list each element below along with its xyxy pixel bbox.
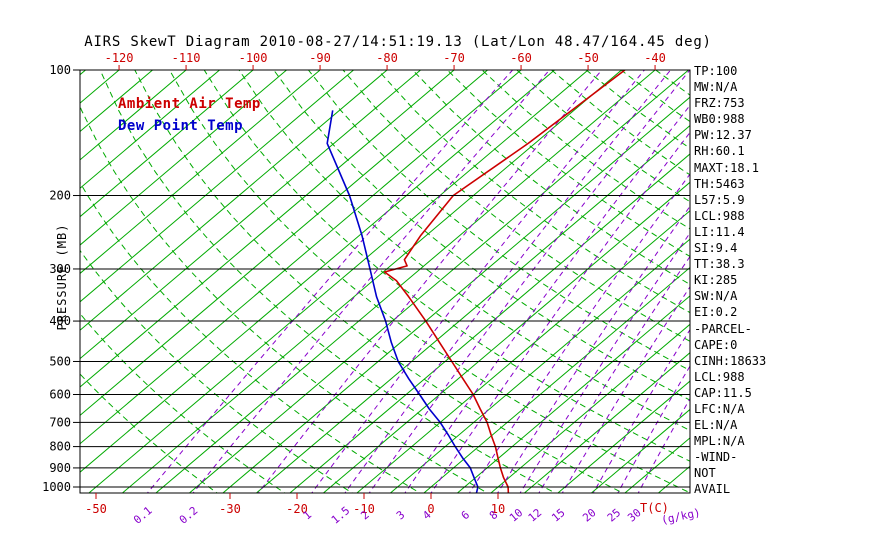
bottom-temp-tick-label: -20	[286, 502, 308, 516]
pressure-tick-label: 1000	[42, 480, 71, 494]
stats-line: MPL:N/A	[694, 434, 745, 449]
stats-line: CAP:11.5	[694, 385, 752, 400]
mixing-ratio-lines	[146, 70, 690, 493]
stats-line: LCL:988	[694, 208, 745, 223]
stats-line: -PARCEL-	[694, 321, 752, 336]
mixing-ratio-tick-label: 0.1	[131, 504, 155, 527]
top-temp-tick-label: -120	[105, 51, 134, 65]
stats-line: NOT	[694, 466, 716, 481]
stats-line: TT:38.3	[694, 257, 745, 272]
stats-line: -WIND-	[694, 450, 738, 465]
dry-adiabat-lines	[80, 70, 690, 493]
pressure-axis: 100 200 300 400 500 600 700 800 900 1000	[42, 63, 80, 494]
mixing-ratio-tick-label: 10	[507, 506, 526, 524]
stats-line: RH:60.1	[694, 144, 745, 159]
top-axis: -120 -110 -100 -90 -80 -70 -60 -50 -40	[105, 51, 666, 70]
pressure-tick-label: 100	[49, 63, 71, 77]
stats-panel: TP:100 MW:N/A FRZ:753 WB0:988 PW:12.37 RH:60.…	[694, 63, 766, 498]
plot-border	[79, 69, 691, 494]
mixing-ratio-tick-label: 12	[526, 506, 545, 524]
mixing-ratio-tick-label: 1.5	[329, 504, 353, 527]
stats-line: LFC:N/A	[694, 401, 745, 416]
stats-line: L57:5.9	[694, 192, 745, 207]
top-temp-tick-label: -40	[644, 51, 666, 65]
pressure-tick-label: 600	[49, 387, 71, 401]
stats-line: MW:N/A	[694, 80, 738, 95]
mixing-ratio-tick-label: 1	[301, 508, 314, 522]
pressure-axis-title: PRESSURE (MB)	[55, 223, 69, 331]
top-temp-tick-label: -50	[577, 51, 599, 65]
pressure-tick-label: 200	[49, 189, 71, 203]
chart-title: AIRS SkewT Diagram 2010-08-27/14:51:19.1…	[84, 34, 712, 50]
stats-line: KI:285	[694, 273, 738, 288]
bottom-temp-tick-label: 10	[491, 502, 505, 516]
mixing-ratio-tick-label: 3	[394, 508, 407, 522]
stats-line: TP:100	[694, 64, 738, 78]
stats-line: LI:11.4	[694, 224, 745, 239]
mixing-ratio-tick-label: 20	[580, 506, 599, 524]
stats-line: AVAIL	[694, 482, 731, 497]
stats-line: EI:0.2	[694, 305, 738, 320]
mixing-ratio-axis-labels: 0.1 0.2 1 1.5 2 3 4 6 8 10 12 15 20 25 30	[131, 504, 644, 527]
stats-line: SW:N/A	[694, 289, 738, 304]
pressure-tick-label: 500	[49, 354, 71, 368]
pressure-tick-label: 700	[49, 415, 71, 429]
bottom-temp-tick-label: -50	[85, 502, 107, 516]
stats-line: EL:N/A	[694, 418, 738, 433]
pressure-tick-label: 300	[49, 262, 71, 276]
top-temp-tick-label: -110	[172, 51, 201, 65]
pressure-tick-label: 400	[49, 314, 71, 328]
bottom-temp-tick-label: -30	[219, 502, 241, 516]
bottom-temp-axis: -50 -30 -20 -10 0 10	[85, 493, 505, 516]
top-temp-tick-label: -60	[510, 51, 532, 65]
mixing-ratio-tick-label: 0.2	[177, 504, 201, 527]
temperature-axis-title: T(C)	[640, 501, 669, 515]
pressure-tick-label: 800	[49, 440, 71, 454]
bottom-temp-tick-label: 0	[427, 502, 434, 516]
mixing-ratio-tick-label: 15	[549, 506, 568, 524]
top-temp-tick-label: -100	[239, 51, 268, 65]
stats-line: SI:9.4	[694, 241, 738, 256]
dewpoint-curve	[326, 110, 479, 493]
legend-ambient-air-temp: Ambient Air Temp	[118, 96, 261, 112]
legend-dew-point-temp: Dew Point Temp	[118, 118, 244, 134]
pressure-tick-label: 900	[49, 461, 71, 475]
stats-line: CAPE:0	[694, 337, 738, 352]
mixing-ratio-tick-label: 25	[605, 506, 624, 524]
stats-line: CINH:18633	[694, 353, 767, 368]
top-temp-tick-label: -90	[309, 51, 331, 65]
stats-line: PW:12.37	[694, 128, 752, 143]
mixing-ratio-tick-label: 6	[459, 508, 472, 522]
stats-line: LCL:988	[694, 369, 745, 384]
stats-line: MAXT:18.1	[694, 160, 760, 175]
top-temp-tick-label: -70	[443, 51, 465, 65]
top-temp-tick-label: -80	[376, 51, 398, 65]
stats-line: WB0:988	[694, 112, 745, 127]
stats-line: FRZ:753	[694, 96, 745, 111]
stats-line: TH:5463	[694, 176, 745, 191]
bottom-temp-tick-label: -10	[353, 502, 375, 516]
